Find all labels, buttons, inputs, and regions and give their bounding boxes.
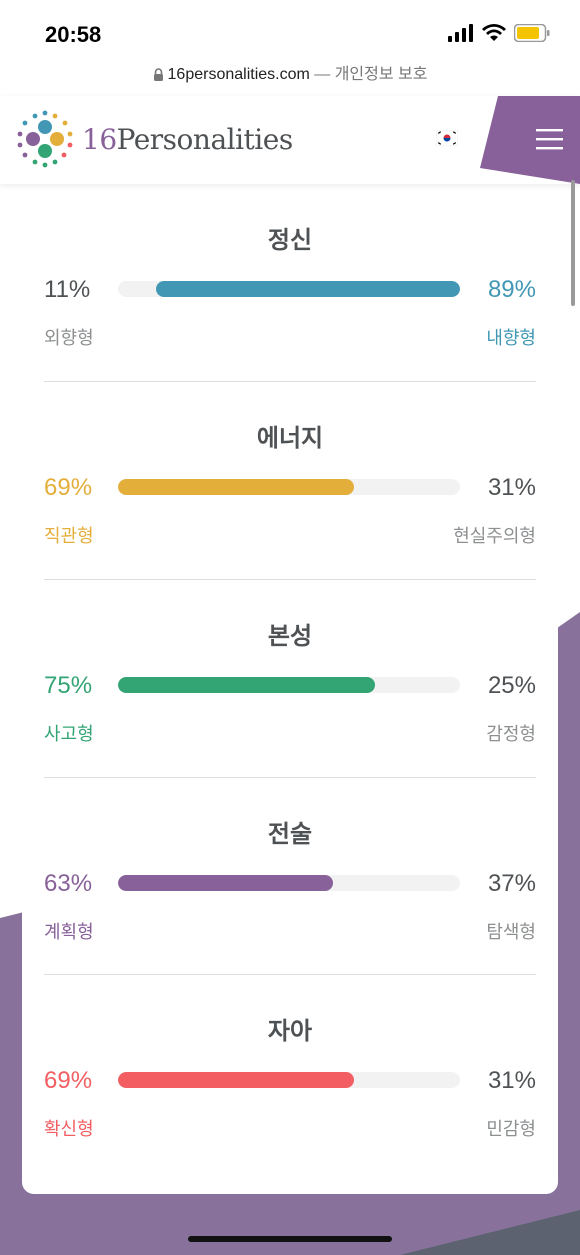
- trait-left-label: 직관형: [44, 526, 94, 547]
- korea-flag-icon[interactable]: [436, 130, 458, 146]
- trait-energy: 에너지 69% 31% 직관형 현실주의형: [44, 418, 536, 568]
- trait-bar-fill: [118, 479, 354, 495]
- status-icons: [448, 24, 550, 42]
- trait-left-percent: 69%: [44, 474, 93, 501]
- logo-word: Personalities: [116, 122, 294, 156]
- trait-left-label: 사고형: [44, 724, 94, 745]
- site-logo[interactable]: 16Personalities: [16, 110, 293, 168]
- trait-title: 에너지: [256, 424, 324, 452]
- trait-bar-fill: [118, 1072, 354, 1088]
- trait-bar-fill: [118, 677, 375, 693]
- status-time: 20:58: [45, 22, 102, 47]
- logo-mark-icon: [17, 110, 73, 168]
- trait-bar: [118, 281, 460, 297]
- logo-wordmark: 16Personalities: [82, 123, 293, 156]
- trait-nature: 본성 75% 25% 사고형 감정형: [44, 616, 536, 766]
- trait-title: 본성: [267, 622, 313, 650]
- trait-right-label: 내향형: [486, 328, 536, 349]
- trait-right-label: 현실주의형: [453, 526, 536, 547]
- trait-left-label: 외향형: [44, 328, 94, 349]
- trait-left-percent: 63%: [44, 870, 93, 897]
- trait-right-label: 탐색형: [486, 922, 536, 943]
- divider: [44, 381, 536, 382]
- trait-bar: [118, 875, 460, 891]
- lock-icon: [153, 68, 163, 82]
- divider: [44, 777, 536, 778]
- trait-right-label: 민감형: [486, 1119, 536, 1140]
- trait-right-percent: 31%: [487, 1067, 536, 1094]
- trait-right-percent: 89%: [487, 276, 536, 303]
- trait-identity: 자아 69% 31% 확신형 민감형: [44, 1011, 536, 1161]
- logo-number: 16: [82, 122, 117, 156]
- status-bar: 20:58: [0, 0, 580, 60]
- trait-tactics: 전술 63% 37% 계획형 탐색형: [44, 814, 536, 964]
- trait-right-percent: 31%: [487, 474, 536, 501]
- signal-icon: [448, 24, 473, 42]
- page-scrollbar[interactable]: [571, 180, 575, 306]
- divider: [44, 974, 536, 975]
- trait-right-percent: 37%: [487, 870, 536, 897]
- trait-left-percent: 75%: [44, 672, 93, 699]
- trait-left-label: 계획형: [44, 922, 94, 943]
- address-domain: 16personalities.com: [167, 66, 310, 83]
- menu-button[interactable]: [480, 96, 580, 184]
- trait-bar: [118, 479, 460, 495]
- trait-left-percent: 69%: [44, 1067, 93, 1094]
- wifi-icon: [482, 24, 506, 41]
- address-bar[interactable]: 16personalities.com — 개인정보 보호: [0, 60, 580, 84]
- hamburger-menu-icon: [536, 129, 563, 150]
- trait-title: 전술: [267, 820, 313, 848]
- trait-bar: [118, 1072, 460, 1088]
- trait-right-label: 감정형: [486, 724, 536, 745]
- battery-icon: [514, 24, 550, 42]
- address-suffix: — 개인정보 보호: [309, 66, 428, 83]
- home-indicator[interactable]: [188, 1236, 392, 1242]
- trait-bar-fill: [155, 281, 460, 297]
- menu-background: [480, 96, 580, 184]
- traits-card: 정신 11% 89% 외향형 내향형 에너지 69% 31% 직관형 현실주의형…: [22, 184, 558, 1194]
- trait-left-label: 확신형: [44, 1119, 94, 1140]
- trait-title: 자아: [267, 1017, 313, 1045]
- trait-bar: [118, 677, 460, 693]
- trait-left-percent: 11%: [44, 276, 91, 303]
- divider: [44, 579, 536, 580]
- site-header: 16Personalities: [0, 96, 580, 184]
- trait-mind: 정신 11% 89% 외향형 내향형: [44, 220, 536, 370]
- trait-title: 정신: [267, 226, 313, 254]
- trait-bar-fill: [118, 875, 334, 891]
- trait-right-percent: 25%: [487, 672, 536, 699]
